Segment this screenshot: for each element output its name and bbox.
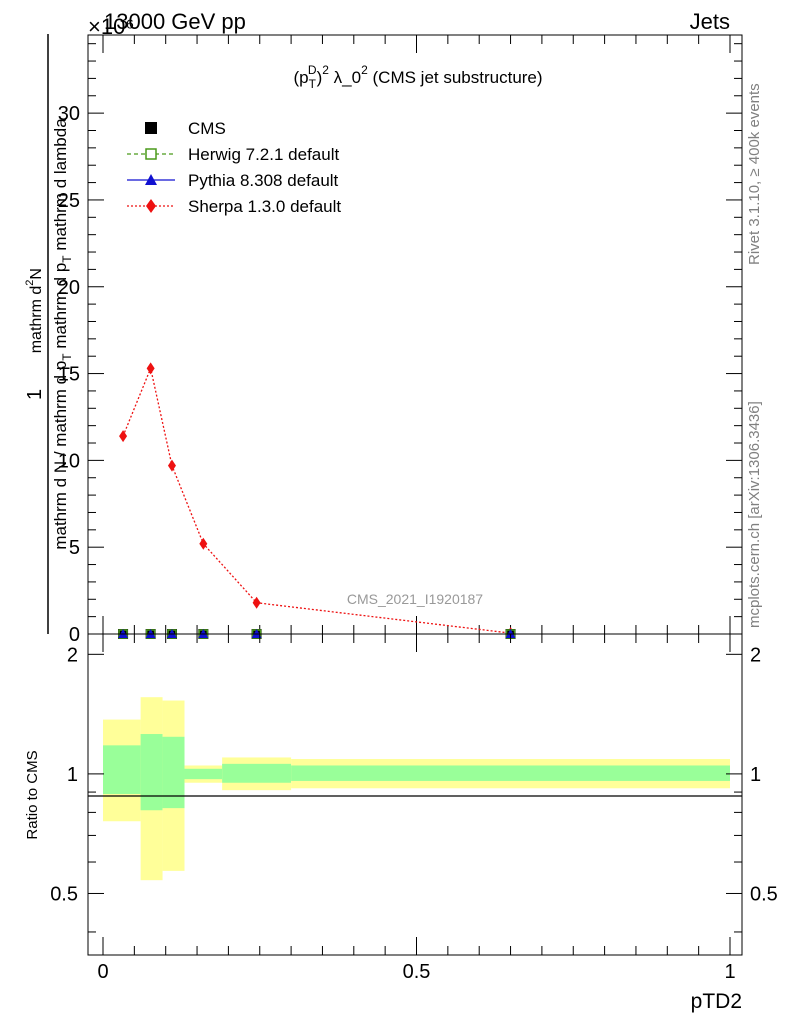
legend-sherpa-marker	[146, 199, 156, 213]
sherpa-point	[252, 596, 261, 609]
main-frame	[87, 34, 743, 635]
y-tick-label: 20	[58, 277, 80, 299]
main-ticks	[88, 35, 742, 635]
rivet-label: Rivet 3.1.10, ≥ 400k events	[746, 83, 763, 265]
legend-herwig-marker	[145, 148, 157, 160]
mcplots-label: mcplots.cern.ch [arXiv:1306.3436]	[746, 401, 763, 628]
x-tick-label: 0.5	[403, 961, 431, 983]
ratio-y-tick-label-right: 1	[750, 764, 761, 786]
legend-label: CMS	[188, 119, 226, 138]
watermark: CMS_2021_I1920187	[347, 591, 483, 607]
ratio-y-tick-label-left: 2	[67, 644, 78, 666]
y-tick-label: 15	[58, 364, 80, 386]
process-label: Jets	[690, 9, 730, 34]
x-tick-label: 0	[97, 961, 108, 983]
ratio-ticks	[88, 634, 742, 955]
ratio-y-tick-label-left: 0.5	[50, 883, 78, 905]
legend-pythia-marker	[145, 174, 157, 185]
ratio-inner-band	[140, 734, 163, 811]
legend-cms-marker	[145, 122, 157, 134]
ratio-inner-band	[184, 768, 223, 780]
energy-label: 13000 GeV pp	[104, 9, 246, 34]
legend-label: Pythia 8.308 default	[188, 171, 339, 190]
sherpa-line	[122, 366, 511, 634]
sherpa-point	[146, 362, 155, 375]
main-title: (pTD)2 λ_02 (CMS jet substructure)	[293, 63, 542, 91]
ratio-y-axis-label: Ratio to CMS	[24, 750, 41, 839]
y-tick-label: 0	[69, 624, 80, 646]
sherpa-point	[167, 459, 176, 472]
main-y-axis-label: 1 mathrm d2N mathrm d N / mathrm d pT ma…	[24, 34, 74, 634]
legend-label: Sherpa 1.3.0 default	[188, 197, 341, 216]
ratio-y-tick-label-right: 0.5	[750, 883, 778, 905]
y-tick-label: 25	[58, 190, 80, 212]
sherpa-point	[119, 430, 128, 443]
sherpa-point	[199, 537, 208, 550]
main-panel: 0 5 10 15 20 25 30 (pTD)2 λ_02 (CMS jet substr…	[24, 34, 743, 646]
x-axis-label: pTD2	[691, 990, 742, 1013]
ratio-inner-band	[222, 763, 292, 783]
ratio-tick-labels: 0.5 0.5 1 1 2 2 0 0.5 1	[50, 644, 778, 983]
y-tick-label: 10	[58, 450, 80, 472]
ratio-y-tick-label-left: 1	[67, 764, 78, 786]
x-tick-label: 1	[724, 961, 735, 983]
legend: CMS Herwig 7.2.1 default Pythia 8.308 defa…	[127, 119, 341, 216]
y-tick-label: 5	[69, 537, 80, 559]
svg-text:1 mathrm d2N: 1 mathrm d2N	[24, 268, 46, 400]
y-tick-label: 30	[58, 103, 80, 125]
ratio-panel: 0.5 0.5 1 1 2 2 0 0.5 1 Ratio to CMS pTD2	[24, 633, 778, 1013]
ratio-bands	[103, 697, 730, 881]
ratio-inner-band	[162, 736, 185, 809]
ratio-y-tick-label-right: 2	[750, 644, 761, 666]
ratio-inner-band	[103, 745, 141, 794]
main-y-tick-labels: 0 5 10 15 20 25 30	[58, 103, 80, 646]
ratio-frame	[87, 633, 743, 956]
ratio-inner-band	[291, 765, 730, 781]
legend-label: Herwig 7.2.1 default	[188, 145, 339, 164]
svg-text:mathrm d N / mathrm d pT mathr: mathrm d N / mathrm d pT mathrm d pT mat…	[51, 118, 74, 550]
